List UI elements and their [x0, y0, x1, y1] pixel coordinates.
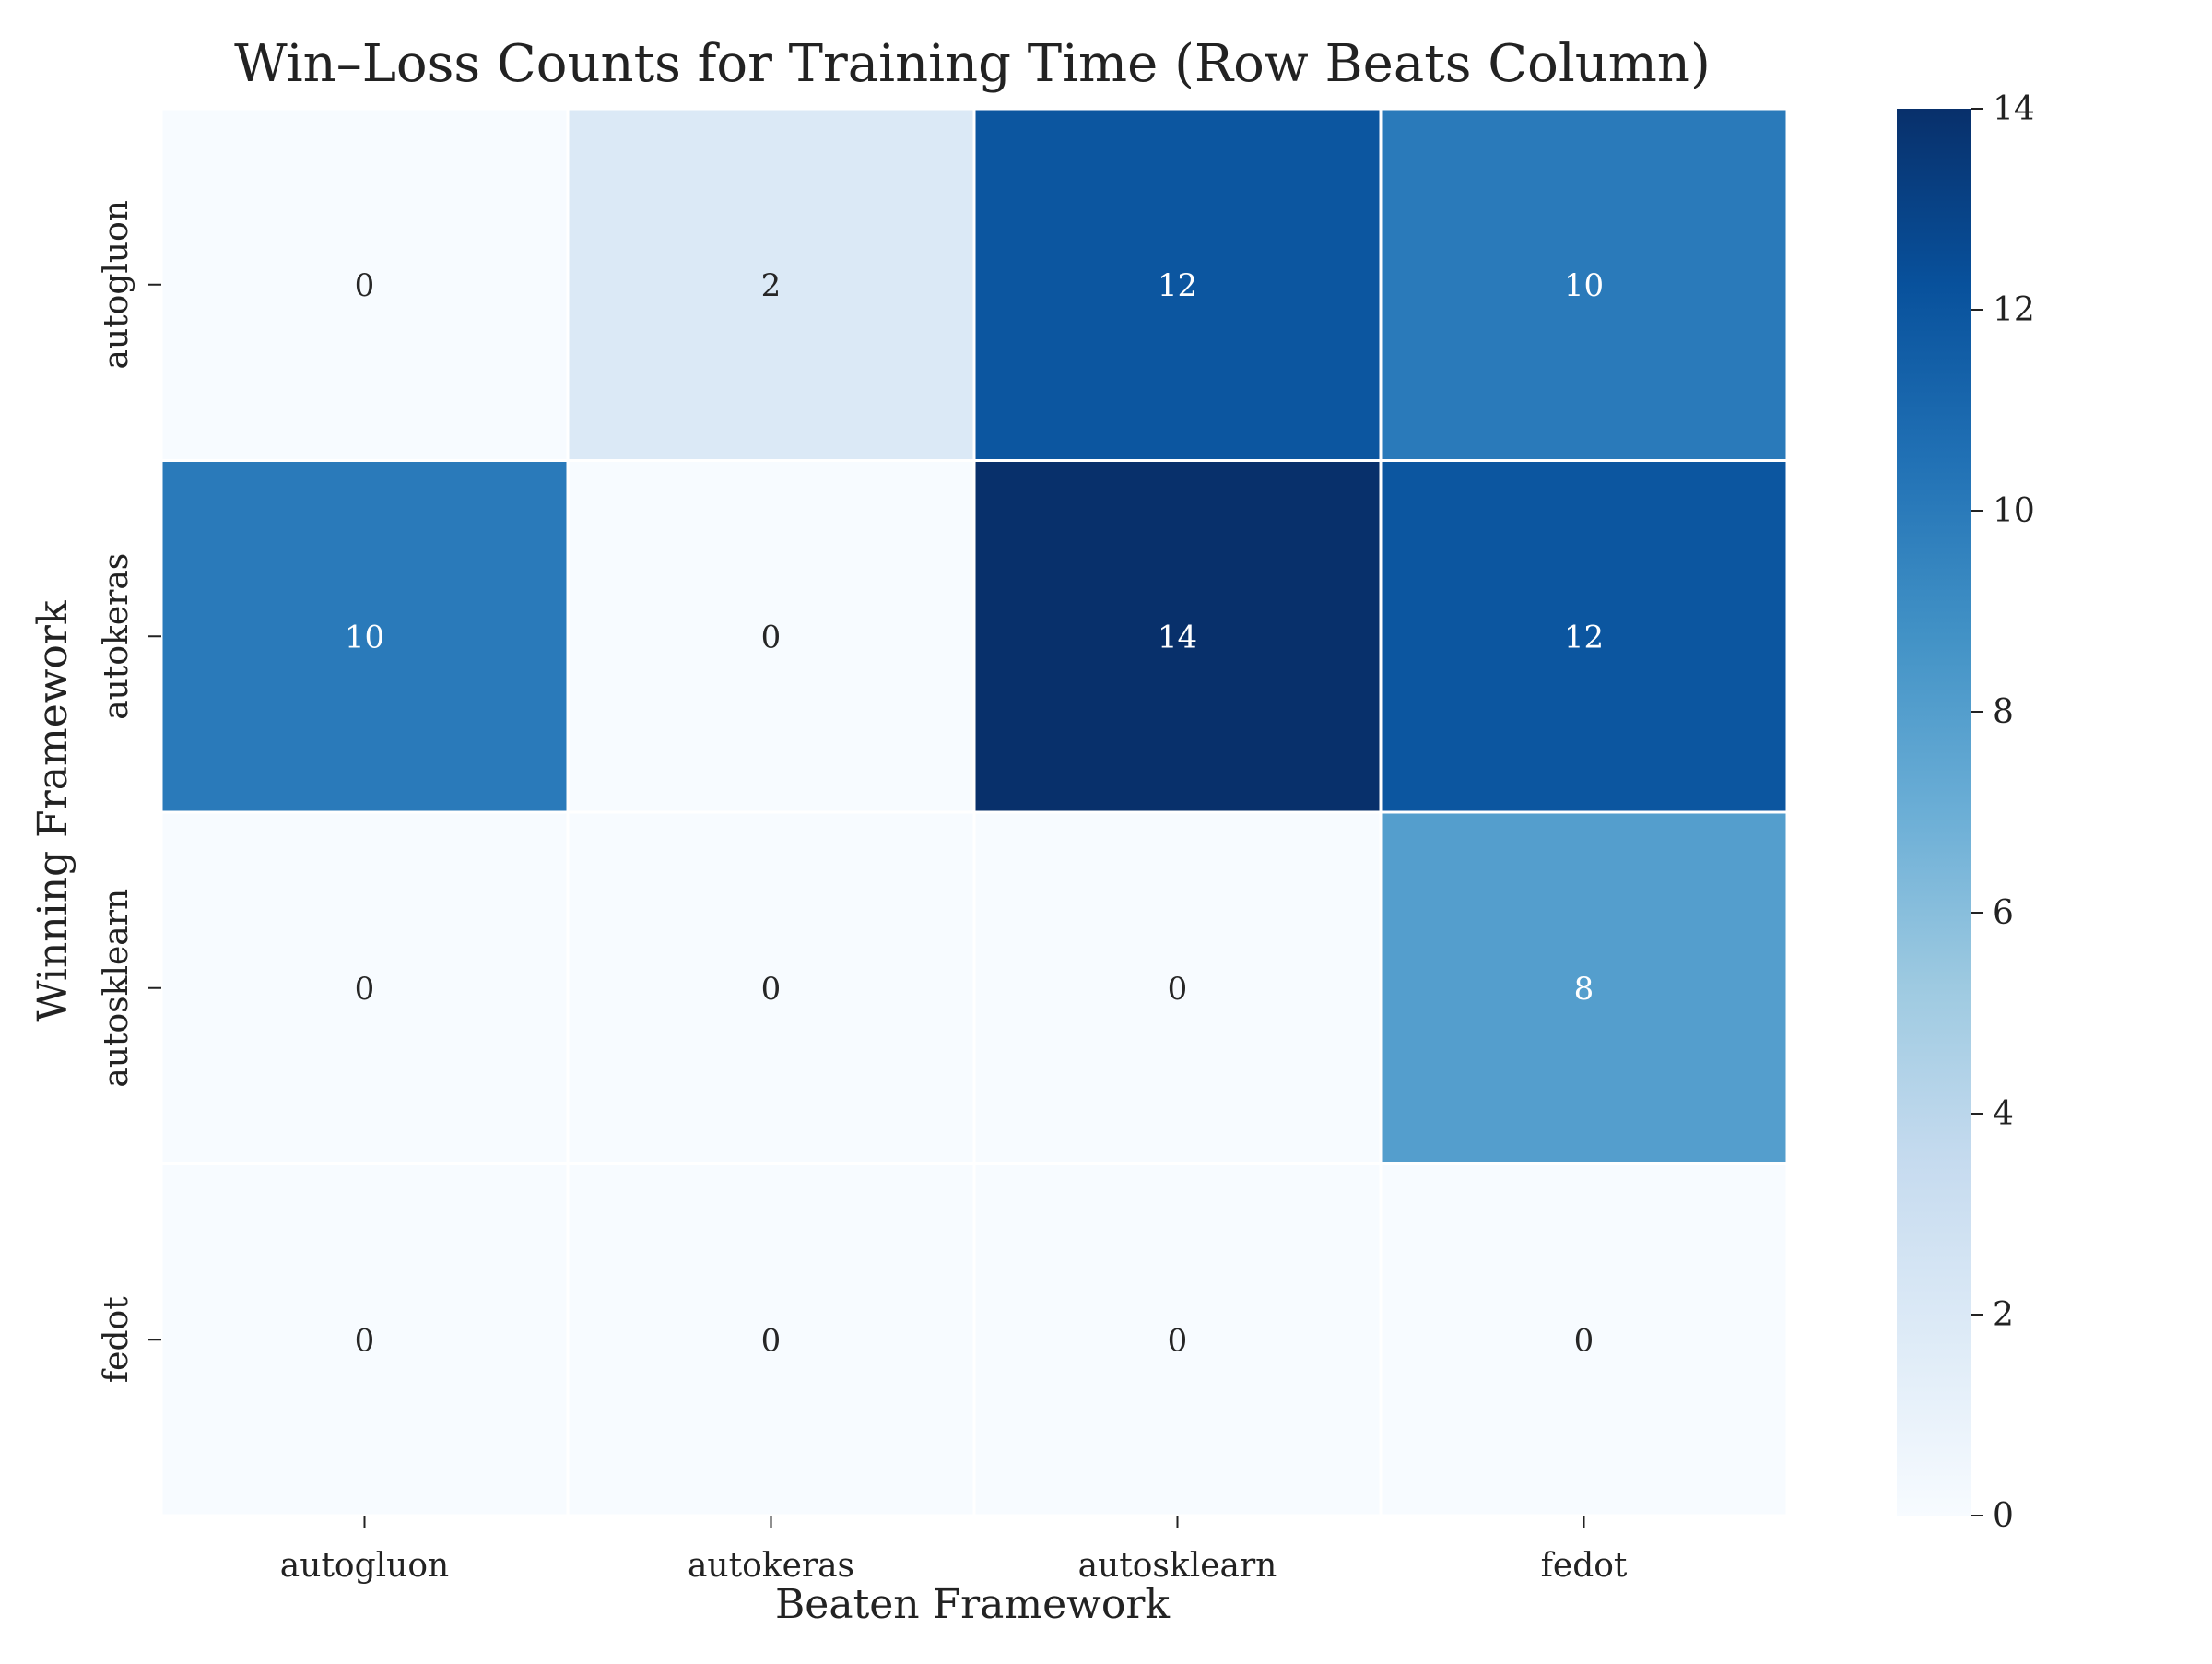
y-tick-label: fedot: [98, 1296, 135, 1383]
y-tick-label: autokeras: [98, 553, 135, 720]
x-tick-label: autogluon: [280, 1547, 449, 1585]
x-tick-label: autokeras: [688, 1547, 854, 1585]
cell-value-label: 0: [355, 267, 375, 304]
heatmap-cell: [972, 1162, 1382, 1517]
cell-value-label: 0: [761, 619, 782, 655]
colorbar-tick-label: 2: [1993, 1296, 2014, 1334]
x-axis-label: Beaten Framework: [775, 1581, 1170, 1628]
cell-value-label: 2: [761, 267, 782, 304]
colorbar-tick-label: 8: [1993, 693, 2014, 731]
heatmap-cell: [1379, 1162, 1789, 1517]
heatmap-cell: [566, 810, 976, 1165]
y-tick-label: autogluon: [98, 200, 135, 369]
cell-value-label: 12: [1158, 267, 1197, 304]
heatmap-cell: [566, 107, 976, 462]
colorbar: [1897, 109, 1971, 1516]
cell-value-label: 8: [1574, 971, 1594, 1008]
cell-value-label: 0: [355, 1322, 375, 1359]
heatmap-cell: [159, 1162, 570, 1517]
colorbar-tick-label: 0: [1993, 1497, 2014, 1535]
x-axis-ticks: autogluon autokeras autosklearn fedot: [280, 1516, 1628, 1585]
cell-value-label: 0: [761, 971, 782, 1008]
colorbar-tick-label: 4: [1993, 1095, 2014, 1133]
colorbar-ticks: 0 2 4 6 8 10 12 14: [1971, 90, 2035, 1535]
heatmap-cell: [972, 107, 1382, 462]
cell-value-label: 14: [1158, 619, 1197, 655]
cell-value-label: 0: [355, 971, 375, 1008]
heatmap-cell: [159, 107, 570, 462]
heatmap-cells: 0 2 12 10 10 0 14 12 0 0 0 8 0 0 0 0: [159, 107, 1789, 1517]
cell-value-label: 0: [1574, 1322, 1594, 1359]
y-tick-label: autosklearn: [98, 889, 135, 1088]
heatmap-cell: [566, 1162, 976, 1517]
cell-value-label: 10: [345, 619, 384, 655]
heatmap-cell: [566, 459, 976, 814]
colorbar-tick-label: 12: [1993, 291, 2035, 329]
cell-value-label: 10: [1564, 267, 1604, 304]
cell-value-label: 0: [761, 1322, 782, 1359]
x-tick-label: fedot: [1541, 1547, 1628, 1585]
colorbar-tick-label: 14: [1993, 90, 2035, 128]
heatmap-cell: [1379, 107, 1789, 462]
cell-value-label: 0: [1168, 971, 1188, 1008]
heatmap-cell: [1379, 810, 1789, 1165]
heatmap-cell: [159, 459, 570, 814]
cell-value-label: 0: [1168, 1322, 1188, 1359]
y-axis-ticks: autogluon autokeras autosklearn fedot: [98, 200, 161, 1383]
x-tick-label: autosklearn: [1078, 1547, 1277, 1585]
heatmap-cell: [1379, 459, 1789, 814]
cell-value-label: 12: [1564, 619, 1604, 655]
chart-title: Win–Loss Counts for Training Time (Row B…: [234, 34, 1711, 94]
colorbar-tick-label: 6: [1993, 894, 2014, 932]
y-axis-label: Winning Framework: [29, 600, 76, 1022]
colorbar-tick-label: 10: [1993, 492, 2035, 530]
